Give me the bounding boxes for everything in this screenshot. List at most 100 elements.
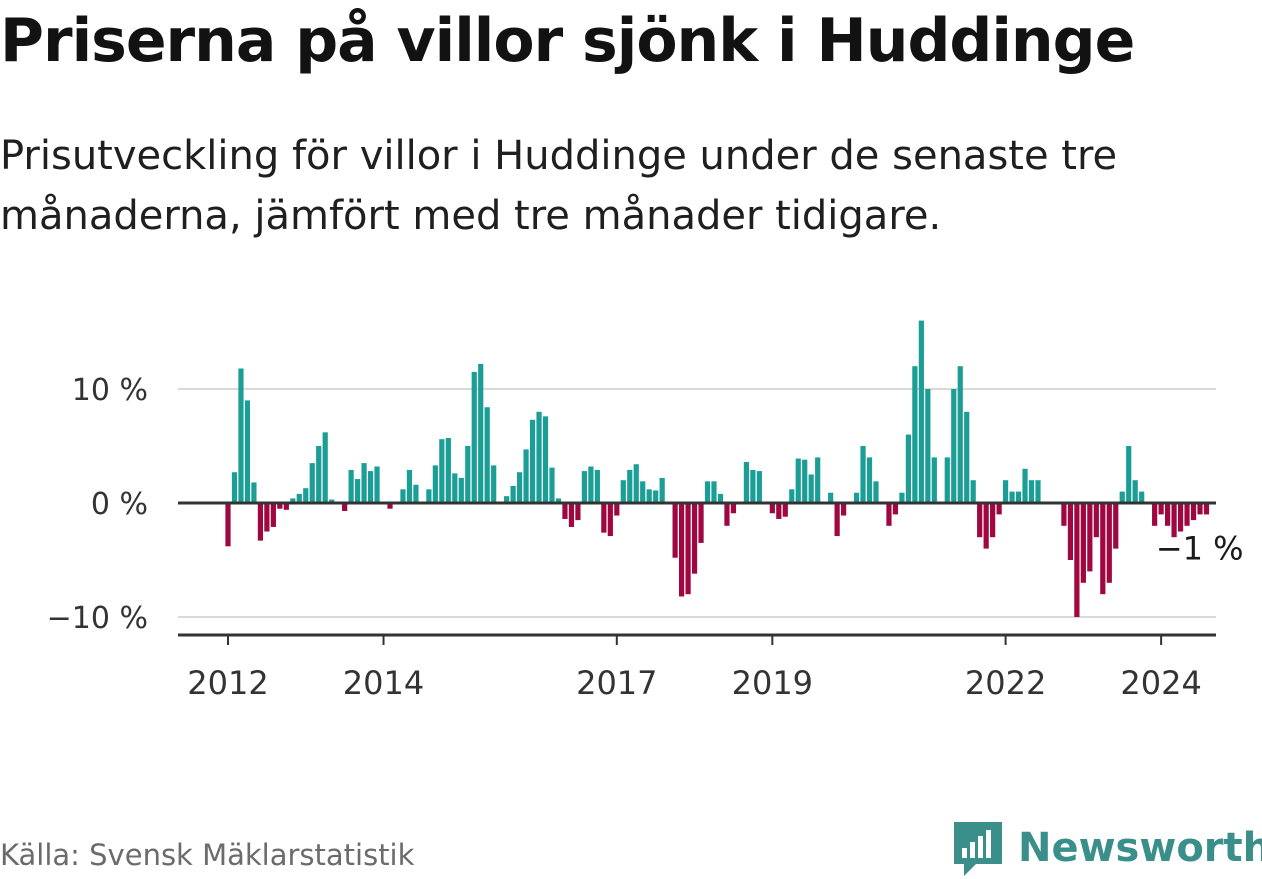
bar xyxy=(1100,503,1106,595)
bar xyxy=(977,503,983,538)
bar xyxy=(1035,480,1041,503)
bar xyxy=(601,503,607,533)
bar xyxy=(918,320,924,503)
y-tick-label: −10 % xyxy=(47,601,148,636)
bar xyxy=(704,481,711,503)
bar xyxy=(815,457,821,503)
bar xyxy=(471,371,477,503)
bar xyxy=(1139,491,1145,503)
bar xyxy=(698,503,704,543)
y-tick-label: 0 % xyxy=(91,487,148,522)
x-tick-label: 2014 xyxy=(343,664,424,702)
bar xyxy=(1113,503,1119,549)
bar xyxy=(841,503,847,516)
bar xyxy=(529,419,536,503)
bar xyxy=(400,489,406,503)
bar xyxy=(1119,491,1125,503)
x-tick-label: 2019 xyxy=(732,664,813,702)
y-tick-label: 10 % xyxy=(72,373,148,408)
bar xyxy=(588,466,594,503)
bar xyxy=(465,446,471,503)
bar xyxy=(374,466,380,503)
bar xyxy=(866,457,873,503)
bar xyxy=(296,493,302,503)
bar xyxy=(931,457,937,503)
bar xyxy=(251,482,257,503)
bar xyxy=(283,503,289,510)
bar xyxy=(782,503,788,517)
bar xyxy=(769,503,775,514)
bar xyxy=(730,503,737,514)
bar xyxy=(957,366,963,503)
bar xyxy=(886,503,892,526)
bar xyxy=(607,503,613,537)
x-tick-label: 2017 xyxy=(576,664,657,702)
bar xyxy=(905,434,911,503)
bar xyxy=(225,503,231,547)
bar xyxy=(679,503,685,597)
bar xyxy=(1203,503,1210,515)
bar xyxy=(1074,503,1080,617)
bar xyxy=(659,477,665,503)
bar xyxy=(458,477,464,503)
bar xyxy=(724,503,730,526)
bar xyxy=(542,416,549,503)
bar xyxy=(1152,503,1158,526)
bar xyxy=(517,472,523,503)
bar xyxy=(1061,503,1067,526)
bar xyxy=(795,458,801,503)
bar xyxy=(439,439,445,503)
bar xyxy=(614,503,620,516)
bar xyxy=(776,503,782,519)
bar xyxy=(536,411,542,503)
bar xyxy=(640,481,646,503)
bar xyxy=(685,503,691,595)
bar xyxy=(899,492,905,503)
bar xyxy=(627,469,633,503)
bar xyxy=(367,471,374,503)
bar xyxy=(342,503,348,511)
bar xyxy=(1080,503,1086,583)
x-tick-label: 2012 xyxy=(187,664,268,702)
brand-name: Newsworthy xyxy=(1018,825,1262,871)
bar xyxy=(1165,503,1171,526)
newsworthy-logo-icon xyxy=(954,822,1002,876)
bar xyxy=(387,503,393,509)
bar xyxy=(808,474,814,503)
gridlines xyxy=(178,388,1216,618)
bar xyxy=(1022,468,1028,503)
brand-logo: Newsworthy xyxy=(950,818,1262,878)
chart-subtitle: Prisutveckling för villor i Huddinge und… xyxy=(0,133,1118,239)
bar xyxy=(504,496,510,503)
bar xyxy=(983,503,989,549)
bar xyxy=(1093,503,1099,538)
bar xyxy=(309,463,315,503)
axes xyxy=(178,501,1216,645)
bar xyxy=(1067,503,1073,560)
bar xyxy=(562,503,568,519)
bar xyxy=(1003,480,1009,503)
bars xyxy=(225,320,1210,617)
axis-labels: 10 % 0 % −10 % 2012 2014 2017 2019 2022 2024 −1 % xyxy=(47,373,1244,702)
bar xyxy=(523,449,529,503)
bar xyxy=(1184,503,1190,526)
bar xyxy=(860,446,866,503)
bar xyxy=(672,503,678,558)
bar xyxy=(264,503,270,532)
bar xyxy=(802,459,808,503)
bar xyxy=(303,488,309,503)
bar xyxy=(691,503,698,574)
bar xyxy=(990,503,996,538)
x-tick-label: 2022 xyxy=(965,664,1046,702)
bar xyxy=(244,400,251,503)
bar xyxy=(750,469,756,503)
bar xyxy=(270,503,276,527)
bar xyxy=(1190,503,1197,521)
chart-title: Priserna på villor sjönk i Huddinge xyxy=(0,6,1135,76)
bar-chart: 10 % 0 % −10 % 2012 2014 2017 2019 2022 2024 −1 % xyxy=(47,320,1244,702)
bar xyxy=(316,446,322,503)
bar xyxy=(1015,491,1022,503)
x-tick-label: 2024 xyxy=(1120,664,1201,702)
bar xyxy=(925,389,931,503)
bar xyxy=(996,503,1002,515)
